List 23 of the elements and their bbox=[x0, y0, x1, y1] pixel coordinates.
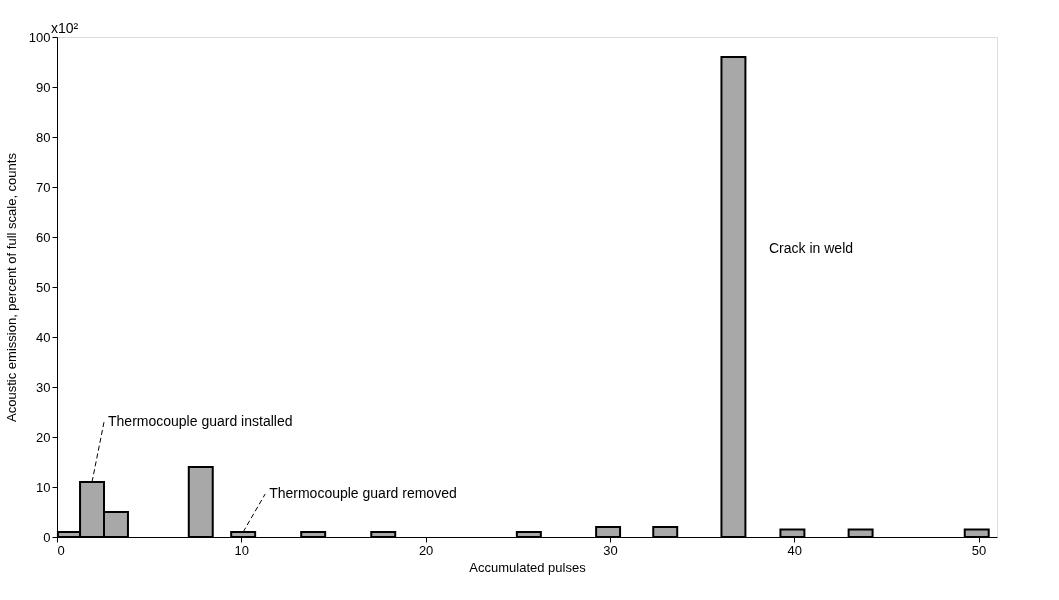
x-tick-label: 0 bbox=[57, 542, 65, 558]
y-axis-title: Acoustic emission, percent of full scale, counts bbox=[3, 152, 19, 422]
y-tick-label: 60 bbox=[36, 229, 51, 245]
annotation: Crack in weld bbox=[769, 240, 854, 256]
y-tick-label: 0 bbox=[43, 529, 51, 545]
y-tick-label: 20 bbox=[36, 429, 51, 445]
x-tick-label: 40 bbox=[787, 542, 802, 558]
y-tick-label: 50 bbox=[36, 279, 51, 295]
x-tick-label: 10 bbox=[234, 542, 250, 558]
annotation: Thermocouple guard removed bbox=[269, 485, 457, 501]
y-tick-label: 100 bbox=[28, 29, 51, 45]
y-tick-label: 80 bbox=[36, 129, 51, 145]
y-tick-label: 40 bbox=[36, 329, 51, 345]
y-tick-label: 30 bbox=[36, 379, 51, 395]
text: x10² bbox=[51, 20, 79, 36]
x-axis-title: Accumulated pulses bbox=[469, 559, 587, 575]
x-tick-label: 50 bbox=[971, 542, 987, 558]
x-tick-label: 30 bbox=[603, 542, 618, 558]
annotation: Thermocouple guard installed bbox=[108, 413, 293, 429]
y-tick-label: 10 bbox=[36, 479, 51, 495]
y-tick-label: 90 bbox=[36, 79, 51, 95]
y-tick-label: 70 bbox=[36, 179, 51, 195]
x-tick-label: 20 bbox=[418, 542, 434, 558]
